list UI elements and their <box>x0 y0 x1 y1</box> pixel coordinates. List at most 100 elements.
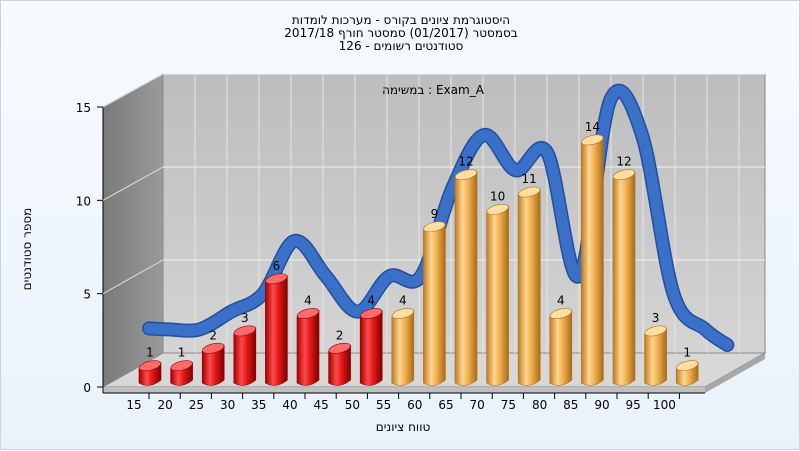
x-tick-label: 15 <box>126 398 141 412</box>
grid-line-side <box>102 259 164 295</box>
x-tick-label: 55 <box>376 398 391 412</box>
bar-cap <box>486 203 509 215</box>
bar: 3 <box>233 311 257 386</box>
bar-cap <box>138 360 162 372</box>
side-wall <box>102 73 164 388</box>
bar-value-label: 4 <box>557 294 565 308</box>
bar-body <box>644 327 667 386</box>
bar-body <box>328 344 351 386</box>
bar-value-label: 9 <box>431 207 439 221</box>
bar-cap <box>265 273 288 285</box>
x-tick-label: 65 <box>438 398 453 412</box>
bar-cap <box>612 169 636 181</box>
bar-value-label: 3 <box>241 311 249 325</box>
bar-cap <box>676 360 699 372</box>
y-ticks: 0 5 10 15 <box>76 101 103 395</box>
y-tick-label: 10 <box>76 194 91 208</box>
grid-line-side <box>102 166 164 201</box>
x-tick-label: 20 <box>158 398 173 412</box>
bar-cap <box>423 221 446 233</box>
bar: 4 <box>391 294 415 386</box>
x-tick-label: 70 <box>470 398 485 412</box>
bar: 14 <box>581 120 604 386</box>
bar-value-label: 4 <box>304 294 312 308</box>
x-tick-label: 75 <box>501 398 516 412</box>
bar-body <box>359 310 383 386</box>
bar-body <box>265 275 288 386</box>
bar: 1 <box>170 346 193 386</box>
bar-value-label: 2 <box>209 328 217 342</box>
bar: 12 <box>454 155 478 386</box>
bar-value-label: 10 <box>490 189 505 203</box>
bar-body <box>423 223 446 386</box>
bar: 4 <box>296 294 320 386</box>
bar: 9 <box>423 207 446 386</box>
x-tick-label: 100 <box>653 398 676 412</box>
bar-cap <box>360 308 383 319</box>
bar-cap <box>328 342 351 354</box>
bar-value-label: 6 <box>273 259 281 273</box>
bar-value-label: 14 <box>585 120 600 134</box>
bar-cap <box>233 325 256 337</box>
bar-body <box>454 171 478 386</box>
bar-value-label: 1 <box>146 346 154 360</box>
bar-cap <box>296 308 320 319</box>
bar-body <box>296 310 320 386</box>
grid-line-side <box>102 73 164 108</box>
bar-body <box>549 310 573 386</box>
bar-body <box>612 171 636 386</box>
bar-value-label: 3 <box>652 311 660 325</box>
bar: 1 <box>675 346 699 386</box>
bar-value-label: 4 <box>399 294 407 308</box>
bar-cap <box>202 342 225 354</box>
bar-body <box>233 327 257 386</box>
bar-value-label: 12 <box>616 155 631 169</box>
trend-curve-layer <box>142 83 735 352</box>
bar: 2 <box>201 328 225 386</box>
bar-cap <box>644 325 667 337</box>
bar-body <box>391 310 415 386</box>
x-axis-label: טווח ציונים <box>375 420 431 434</box>
bar-value-label: 12 <box>458 155 473 169</box>
x-tick-label: 80 <box>532 398 547 412</box>
bar-cap <box>549 308 572 319</box>
x-ticks: 15 20 25 30 35 40 45 50 55 60 65 70 75 80 85 90 95 100 <box>126 393 680 412</box>
bar: 1 <box>138 346 162 386</box>
bar-body <box>486 206 509 386</box>
x-tick-label: 45 <box>314 398 329 412</box>
exam-annotation: במשימה : Exam_A <box>382 83 485 97</box>
trend-curve <box>143 85 733 351</box>
x-tick-label: 50 <box>345 398 360 412</box>
bar: 10 <box>486 189 509 386</box>
y-tick-label: 0 <box>83 381 91 395</box>
bar: 11 <box>517 172 541 386</box>
bar: 12 <box>612 155 636 386</box>
x-tick-label: 90 <box>594 398 609 412</box>
x-tick-label: 85 <box>563 398 578 412</box>
bar: 3 <box>644 311 667 386</box>
bar-value-label: 1 <box>683 346 691 360</box>
bar-cap <box>454 169 478 181</box>
bar: 2 <box>328 328 351 386</box>
floor-edge <box>103 387 705 393</box>
bar-cap <box>518 186 541 198</box>
bar: 6 <box>265 259 288 386</box>
y-tick-label: 15 <box>76 101 91 115</box>
x-tick-label: 60 <box>407 398 422 412</box>
x-tick-label: 40 <box>282 398 297 412</box>
bar-cap <box>581 134 604 146</box>
bar: 4 <box>359 294 383 386</box>
y-tick-label: 5 <box>83 288 91 302</box>
x-tick-label: 30 <box>220 398 235 412</box>
chart-subtitle-students: סטודנטים רשומים - 126 <box>338 39 464 53</box>
bar-value-label: 1 <box>178 346 186 360</box>
bar-body <box>201 344 225 386</box>
bar-value-label: 11 <box>522 172 537 186</box>
bar-body <box>517 188 541 386</box>
bar-body <box>581 136 604 386</box>
x-tick-label: 95 <box>626 398 641 412</box>
bar: 4 <box>549 294 573 386</box>
floor-edge-side <box>705 353 765 393</box>
